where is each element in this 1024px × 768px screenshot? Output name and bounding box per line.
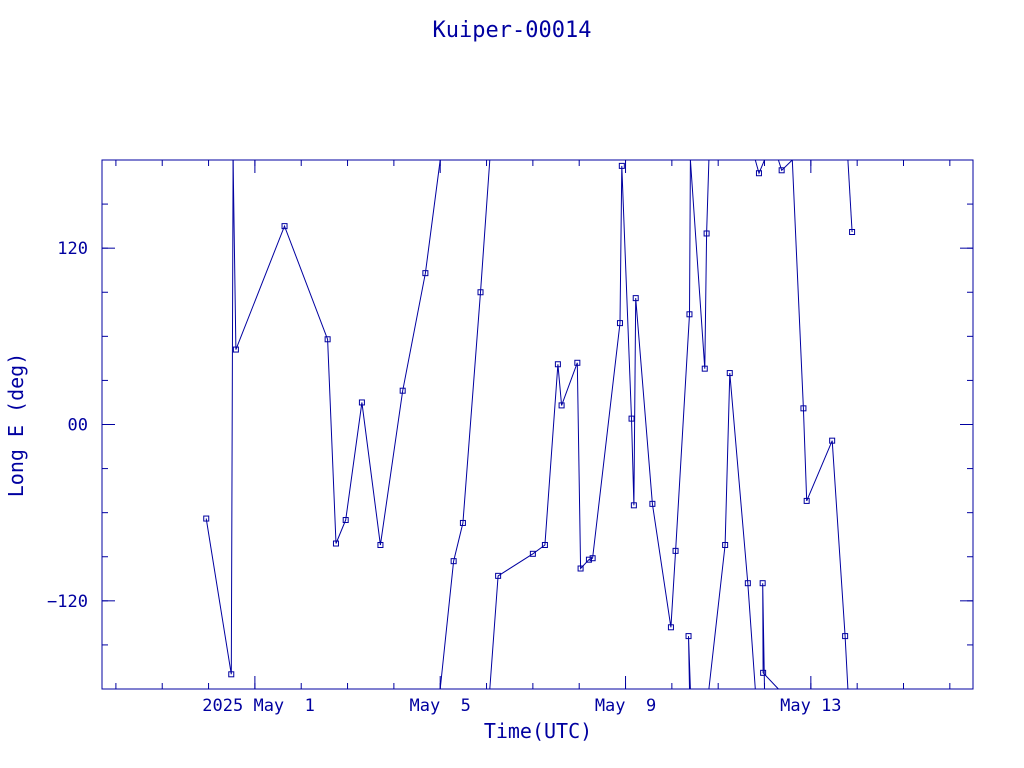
series-line-5 — [688, 636, 691, 690]
series-line-12 — [847, 159, 853, 233]
y-tick-label: 120 — [57, 239, 88, 259]
data-point — [377, 541, 384, 548]
data-point — [324, 336, 331, 343]
data-point — [585, 556, 592, 563]
series-line-4 — [489, 159, 691, 690]
data-point — [703, 230, 710, 237]
minor-ticks — [102, 160, 973, 689]
data-point — [232, 346, 239, 353]
data-point — [616, 320, 623, 327]
x-tick-label: May 9 — [595, 696, 656, 716]
data-point — [829, 437, 836, 444]
data-point — [529, 550, 536, 557]
series-line-2 — [232, 159, 441, 546]
data-point — [685, 633, 692, 640]
data-point — [541, 541, 548, 548]
data-point — [589, 555, 596, 562]
x-axis-ticks: 2025 May 1 May 5 May 9 May 13 — [202, 160, 842, 716]
y-tick-label: −120 — [47, 592, 88, 612]
series-line-7 — [708, 373, 756, 690]
data-point — [744, 580, 751, 587]
data-point — [495, 572, 502, 579]
data-point — [554, 361, 561, 368]
data-point — [618, 162, 625, 169]
data-point — [672, 547, 679, 554]
data-point — [459, 519, 466, 526]
data-point — [477, 289, 484, 296]
y-tick-label: 00 — [68, 416, 88, 436]
data-point — [701, 365, 708, 372]
series-line-10 — [777, 159, 793, 172]
chart-title: Kuiper-00014 — [433, 18, 592, 43]
data-point — [632, 295, 639, 302]
data-point — [574, 359, 581, 366]
series-line-6 — [689, 159, 710, 369]
series-line-11 — [791, 159, 849, 690]
data-point — [849, 229, 856, 236]
data-point — [649, 500, 656, 507]
data-point — [628, 415, 635, 422]
y-axis-label: Long E (deg) — [4, 353, 28, 498]
y-axis-ticks: 120 00 −120 — [47, 239, 973, 612]
data-point — [630, 502, 637, 509]
data-point — [281, 223, 288, 230]
data-point — [558, 402, 565, 409]
series-line-1 — [205, 159, 234, 675]
data-point — [577, 565, 584, 572]
x-tick-label: May 13 — [780, 696, 841, 716]
data-point — [759, 580, 766, 587]
series-line-9 — [762, 583, 779, 690]
series-line-8 — [754, 159, 765, 175]
data-point — [803, 497, 810, 504]
data-point — [778, 167, 785, 174]
data-point — [726, 370, 733, 377]
series-layer — [203, 159, 856, 690]
data-point — [450, 558, 457, 565]
data-point — [399, 387, 406, 394]
data-point — [667, 624, 674, 631]
data-point — [842, 633, 849, 640]
data-point — [358, 399, 365, 406]
x-tick-label: 2025 May 1 — [202, 696, 315, 716]
x-axis-label: Time(UTC) — [484, 719, 592, 743]
x-tick-label: May 5 — [409, 696, 470, 716]
data-point — [203, 515, 210, 522]
data-point — [332, 540, 339, 547]
data-point — [228, 671, 235, 678]
series-line-3 — [439, 159, 491, 690]
data-point — [800, 405, 807, 412]
data-point — [686, 311, 693, 318]
data-point — [342, 517, 349, 524]
data-point — [722, 541, 729, 548]
data-point — [422, 270, 429, 277]
data-point — [755, 170, 762, 177]
data-point — [760, 669, 767, 676]
